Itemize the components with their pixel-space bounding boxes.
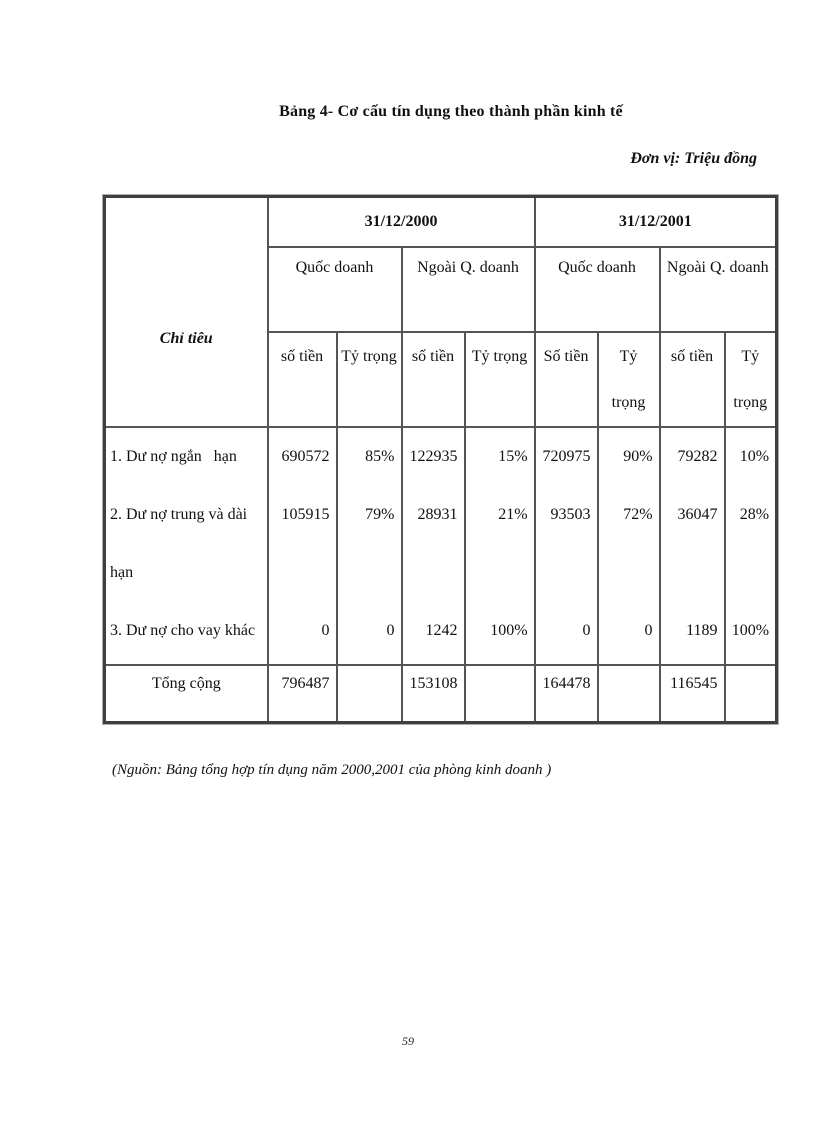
sub-header-cell: Tỷ trọng [335,330,403,428]
row-label-cell: 1. Dư nợ ngắn hạn [103,426,269,486]
value-cell: 79282 [658,426,726,486]
value-cell: 90% [596,426,661,486]
total-label-cell: Tổng cộng [103,663,269,724]
source-note: (Nguồn: Bảng tổng hợp tín dụng năm 2000,… [112,762,552,778]
value-cell: 100% [463,601,536,665]
value-cell: 1242 [400,601,466,665]
sub-header-cell: số tiền [266,330,338,428]
value-cell: 0 [533,601,599,665]
table-row-subheaders: số tiền Tỷ trọng số tiền Tỷ trọng Số tiề… [105,330,778,428]
year-header-cell: 31/12/2000 [266,195,536,248]
value-cell: 690572 [266,426,338,486]
value-cell: 36047 [658,485,726,602]
sector-group-cell: Quốc doanh [533,245,661,333]
sector-group-cell: Ngoài Q. doanh [658,245,778,333]
value-cell: 0 [596,601,661,665]
page-title: Bảng 4- Cơ cấu tín dụng theo thành phần … [279,103,623,120]
sub-header-cell: Số tiền [533,330,599,428]
value-cell: 720975 [533,426,599,486]
value-cell: 1189 [658,601,726,665]
value-cell: 100% [723,601,778,665]
sub-header-cell: số tiền [400,330,466,428]
table-row-total: Tổng cộng 796487 153108 164478 116545 [103,663,778,724]
sector-group-cell: Quốc doanh [266,245,403,333]
total-value-cell: 116545 [658,663,726,724]
value-cell: 79% [335,485,403,602]
row-label-cell: 3. Dư nợ cho vay khác [103,601,269,665]
value-cell: 72% [596,485,661,602]
value-cell: 10% [723,426,778,486]
total-value-cell: 164478 [533,663,599,724]
page-number: 59 [402,1034,414,1048]
table-row-sectors: Quốc doanh Ngoài Q. doanh Quốc doanh Ngo… [105,245,778,333]
sub-header-cell: Tỷ trọng [596,330,661,428]
value-cell: 28931 [400,485,466,602]
criteria-header-cell: Chỉ tiêu [103,195,269,428]
unit-label: Đơn vị: Triệu đồng [630,150,757,167]
table-row-other-loans: 3. Dư nợ cho vay khác 0 0 1242 100% 0 0 … [103,601,778,665]
total-value-cell [335,663,403,724]
table-row-short-term-debt: 1. Dư nợ ngắn hạn 690572 85% 122935 15% … [103,426,778,486]
value-cell: 15% [463,426,536,486]
year-header-cell: 31/12/2001 [533,195,778,248]
value-cell: 0 [335,601,403,665]
sector-group-cell: Ngoài Q. doanh [400,245,536,333]
credit-structure-table: Chỉ tiêu 31/12/2000 31/12/2001 Quốc doan… [101,194,780,725]
value-cell: 122935 [400,426,466,486]
value-cell: 0 [266,601,338,665]
sub-header-cell: Tỷ trọng [723,330,778,428]
total-value-cell [723,663,778,724]
row-label-cell: 2. Dư nợ trung và dài hạn [103,485,269,602]
sub-header-cell: số tiền [658,330,726,428]
value-cell: 21% [463,485,536,602]
table-row-years: Chỉ tiêu 31/12/2000 31/12/2001 [103,195,778,428]
value-cell: 105915 [266,485,338,602]
total-value-cell: 153108 [400,663,466,724]
sub-header-cell: Tỷ trọng [463,330,536,428]
value-cell: 85% [335,426,403,486]
total-value-cell [463,663,536,724]
table-row-mid-long-term-debt: 2. Dư nợ trung và dài hạn 105915 79% 289… [103,485,778,602]
value-cell: 28% [723,485,778,602]
value-cell: 93503 [533,485,599,602]
total-value-cell: 796487 [266,663,338,724]
total-value-cell [596,663,661,724]
